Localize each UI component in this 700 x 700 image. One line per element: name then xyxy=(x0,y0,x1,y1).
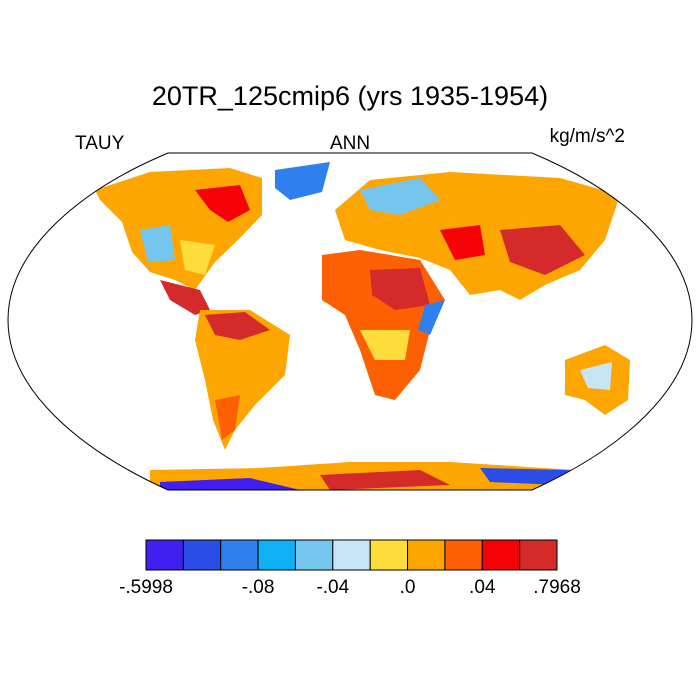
map-border xyxy=(7,152,693,491)
colorbar-swatch xyxy=(332,539,371,571)
colorbar-swatch xyxy=(407,539,446,571)
center-label: ANN xyxy=(330,133,370,154)
colorbar-swatch xyxy=(220,539,259,571)
colorbar-swatch xyxy=(444,539,483,571)
colorbar-swatch xyxy=(481,539,521,571)
colorbar-label: .0 xyxy=(400,577,416,598)
colorbar-swatch xyxy=(145,539,184,571)
colorbar-swatch xyxy=(182,539,222,571)
map xyxy=(7,152,693,491)
title: 20TR_125cmip6 (yrs 1935-1954) xyxy=(152,81,548,111)
colorbar-label: -.08 xyxy=(242,577,275,598)
colorbar-swatch xyxy=(257,539,296,571)
units-label: kg/m/s^2 xyxy=(550,126,625,147)
colorbar: -.5998 -.08 -.04 .0 .04 .7968 xyxy=(119,539,581,598)
colorbar-swatch xyxy=(294,539,334,571)
land xyxy=(95,162,630,490)
colorbar-label: .7968 xyxy=(533,577,581,598)
colorbar-label: -.04 xyxy=(316,577,349,598)
left-label: TAUY xyxy=(75,133,125,154)
colorbar-label: .04 xyxy=(469,577,496,598)
colorbar-swatch xyxy=(519,539,558,571)
colorbar-label: -.5998 xyxy=(119,577,173,598)
colorbar-swatch xyxy=(369,539,409,571)
